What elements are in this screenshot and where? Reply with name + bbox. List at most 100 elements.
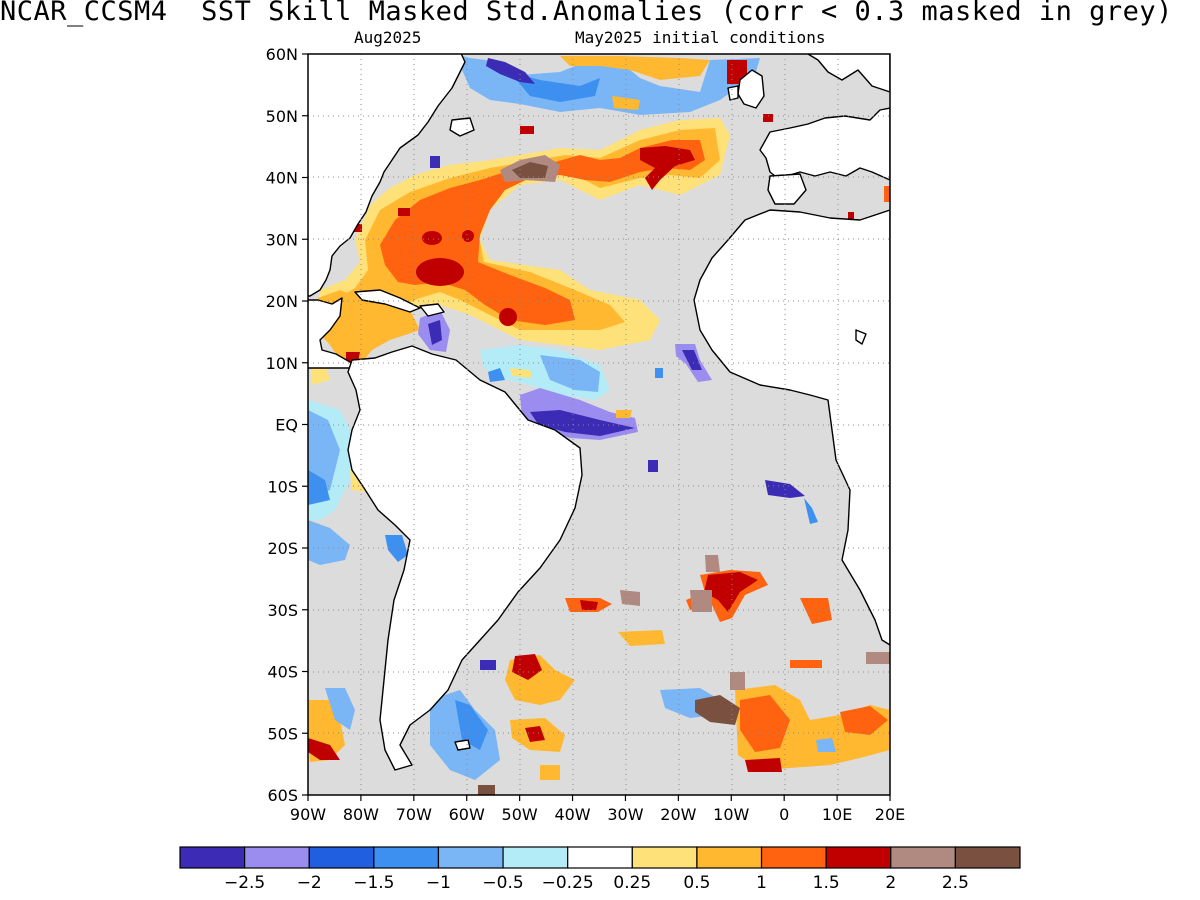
lat-tick-label: 60S: [267, 786, 298, 805]
colorbar: −2.5 −2 −1.5 −1 −0.5 −0.25 0.25 0.5 1 1.5 2 2.5: [179, 846, 1021, 893]
lon-tick-label: 20E: [875, 805, 905, 824]
pos-anomaly-patch: [616, 410, 632, 418]
iberia: [767, 173, 807, 205]
neg-anomaly-patch: [308, 520, 350, 565]
colorbar-label: 1.5: [813, 873, 840, 893]
colorbar-label: −0.5: [482, 873, 523, 893]
colorbar-swatch: [696, 846, 763, 869]
colorbar-label: −0.25: [542, 873, 594, 893]
lat-tick-label: 50N: [266, 107, 298, 126]
anomaly-patches: [308, 54, 890, 795]
strong-pos-anomaly: [462, 230, 474, 242]
strong-pos-anomaly: [512, 654, 542, 680]
neg-anomaly-patch: [655, 368, 663, 378]
lat-tick-label: 30S: [267, 601, 298, 620]
pos-anomaly-patch: [848, 212, 854, 220]
landmasses: [308, 54, 890, 771]
pos-anomaly-patch: [560, 56, 710, 80]
pos-anomaly-patch: [884, 186, 890, 202]
colorbar-swatch: [890, 846, 956, 869]
colorbar-label: 2: [885, 873, 896, 893]
lon-tick-label: 0: [779, 805, 789, 824]
pos-anomaly-patch: [763, 114, 773, 122]
latitude-axis: 60N 50N 40N 30N 20N 10N EQ 10S 20S 30S 40S 50S 60S: [266, 45, 308, 805]
colorbar-swatch: [760, 846, 827, 869]
lon-tick-label: 40W: [554, 805, 590, 824]
hispaniola: [419, 303, 445, 317]
strong-pos-anomaly: [525, 726, 545, 742]
strong-pos-anomaly: [704, 572, 758, 612]
colorbar-label: −1.5: [353, 873, 394, 893]
strong-pos-anomaly: [499, 308, 517, 326]
colorbar-swatch: [502, 846, 569, 869]
very-strong-pos-anomaly: [512, 162, 548, 178]
neg-anomaly-patch: [385, 535, 408, 562]
newfoundland: [449, 117, 475, 137]
pos-anomaly-patch: [380, 140, 705, 325]
colorbar-label: 1: [756, 873, 767, 893]
colorbar-label: 0.5: [683, 873, 710, 893]
neg-anomaly-patch: [325, 688, 355, 730]
lon-tick-label: 80W: [343, 805, 379, 824]
colorbar-swatch: [437, 846, 504, 869]
neg-anomaly-patch: [428, 320, 442, 345]
colorbar-label: −2.5: [224, 873, 265, 893]
colorbar-swatch: [373, 846, 440, 869]
colorbar-label: −2: [297, 873, 322, 893]
strong-pos-anomaly: [745, 758, 782, 772]
colorbar-swatch: [567, 846, 633, 869]
pos-anomaly-patch: [612, 96, 640, 110]
lon-tick-label: 70W: [396, 805, 432, 824]
north-america: [308, 54, 466, 297]
lon-tick-label: 50W: [502, 805, 538, 824]
south-america: [347, 345, 583, 771]
lat-tick-label: 10S: [267, 477, 298, 496]
map-title: NCAR_CCSM4 SST Skill Masked Std.Anomalie…: [0, 0, 1173, 27]
pos-anomaly-patch: [866, 652, 890, 664]
neg-anomaly-patch: [540, 355, 600, 392]
lat-tick-label: EQ: [275, 416, 298, 435]
cuba: [354, 289, 421, 313]
pos-anomaly-patch: [618, 630, 665, 646]
lat-tick-label: 40S: [267, 663, 298, 682]
pos-anomaly-patch: [354, 224, 362, 232]
lon-tick-label: 10E: [822, 805, 852, 824]
pos-anomaly-patch: [840, 706, 888, 735]
lon-tick-label: 10W: [713, 805, 749, 824]
very-strong-pos-anomaly: [730, 672, 745, 690]
pos-anomaly-patch: [740, 695, 790, 752]
colorbar-swatch: [825, 846, 892, 869]
lon-tick-label: 20W: [660, 805, 696, 824]
strong-pos-anomaly: [640, 146, 695, 190]
neg-anomaly-patch: [486, 58, 535, 84]
very-strong-pos-anomaly: [620, 590, 640, 606]
strong-pos-anomaly: [308, 738, 340, 760]
scandinavia: [807, 54, 890, 93]
neg-anomaly-patch: [430, 156, 440, 168]
lon-tick-label: 60W: [449, 805, 485, 824]
neg-anomaly-patch: [488, 368, 505, 382]
pos-anomaly-patch: [540, 765, 560, 780]
neg-anomaly-patch: [308, 470, 330, 505]
neg-anomaly-patch: [510, 72, 600, 102]
ireland: [727, 85, 739, 101]
colorbar-swatch: [631, 846, 698, 869]
neg-anomaly-patch: [455, 700, 488, 750]
lat-tick-label: 20N: [266, 292, 298, 311]
colorbar-label: −1: [426, 873, 451, 893]
pos-anomaly-patch: [520, 126, 534, 134]
colorbar-swatch: [308, 846, 375, 869]
pos-anomaly-patch: [398, 208, 410, 216]
strong-pos-anomaly: [580, 600, 598, 610]
neg-anomaly-patch: [816, 738, 836, 752]
very-strong-pos-anomaly: [690, 590, 712, 612]
colorbar-label: 0.25: [613, 873, 651, 893]
colorbar-swatch: [179, 846, 246, 869]
neg-anomaly-patch: [530, 410, 635, 436]
target-month-label: Aug2025: [354, 28, 422, 47]
neg-anomaly-patch: [480, 660, 496, 670]
strong-pos-anomaly: [422, 231, 442, 245]
lon-tick-label: 90W: [290, 805, 326, 824]
pos-anomaly-patch: [800, 598, 832, 624]
